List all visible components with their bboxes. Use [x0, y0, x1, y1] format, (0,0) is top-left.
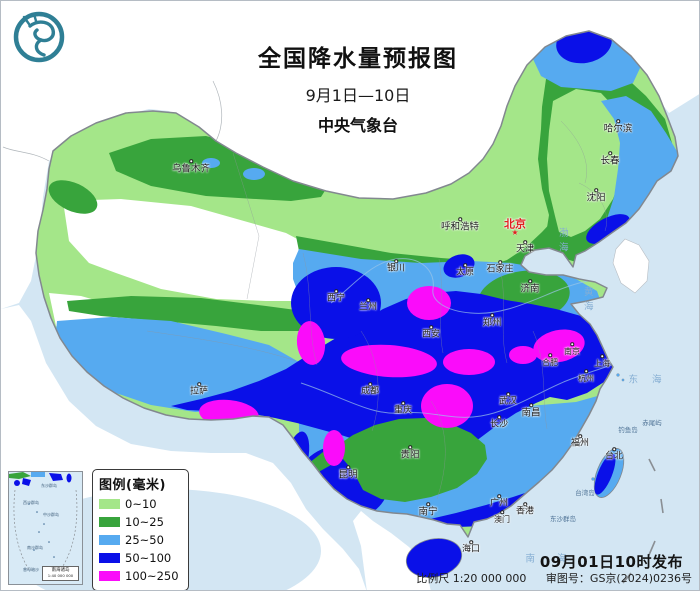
- agency-name: 中央气象台: [317, 116, 398, 135]
- legend-items: 0~10 10~25 25~50 50~100 100~250: [99, 495, 182, 585]
- cma-logo: [11, 9, 67, 65]
- south-china-sea-inset: 东沙群岛 西沙群岛 中沙群岛 南沙群岛 曾母暗沙 南海诸岛 1:40 000 000: [8, 471, 83, 585]
- legend-item: 100~250: [99, 567, 182, 585]
- legend-item: 50~100: [99, 549, 182, 567]
- legend-swatch: [99, 553, 120, 563]
- legend-item: 10~25: [99, 513, 182, 531]
- legend-item: 0~10: [99, 495, 182, 513]
- islands: [405, 373, 625, 578]
- legend-item: 25~50: [99, 531, 182, 549]
- footer-meta: 比例尺 1:20 000 000 审图号：GS京(2024)0236号: [400, 570, 692, 586]
- legend-item-label: 0~10: [125, 497, 157, 511]
- legend-swatch: [99, 517, 120, 527]
- inset-info-box: 南海诸岛 1:40 000 000: [42, 566, 79, 581]
- inset-map-graphic: [9, 472, 78, 573]
- legend-swatch: [99, 535, 120, 545]
- title-block: 全国降水量预报图 9月1日—10日 中央气象台: [258, 39, 458, 136]
- legend-swatch: [99, 571, 120, 581]
- hainan-island: [405, 538, 463, 578]
- legend: 图例(毫米) 0~10 10~25 25~50 50~100 100~250: [92, 469, 189, 590]
- legend-item-label: 50~100: [125, 551, 172, 565]
- legend-item-label: 10~25: [125, 515, 164, 529]
- map-scale-text: 比例尺 1:20 000 000: [416, 572, 527, 585]
- page-title: 全国降水量预报图: [258, 46, 458, 72]
- dash-line-segments: [622, 458, 664, 584]
- rivers: [300, 258, 612, 418]
- legend-item-label: 25~50: [125, 533, 164, 547]
- approval-number: 审图号：GS京(2024)0236号: [545, 572, 692, 585]
- legend-item-label: 100~250: [125, 569, 179, 583]
- legend-title: 图例(毫米): [99, 478, 166, 493]
- release-time: 09月01日10时发布: [539, 553, 683, 571]
- legend-swatch: [99, 499, 120, 509]
- cma-dragon-logo-icon: [13, 11, 65, 63]
- inset-scale: 1:40 000 000: [47, 573, 74, 579]
- inset-name: 南海诸岛: [51, 568, 70, 574]
- province-borders: [146, 120, 607, 500]
- forecast-date-range: 9月1日—10日: [305, 86, 411, 105]
